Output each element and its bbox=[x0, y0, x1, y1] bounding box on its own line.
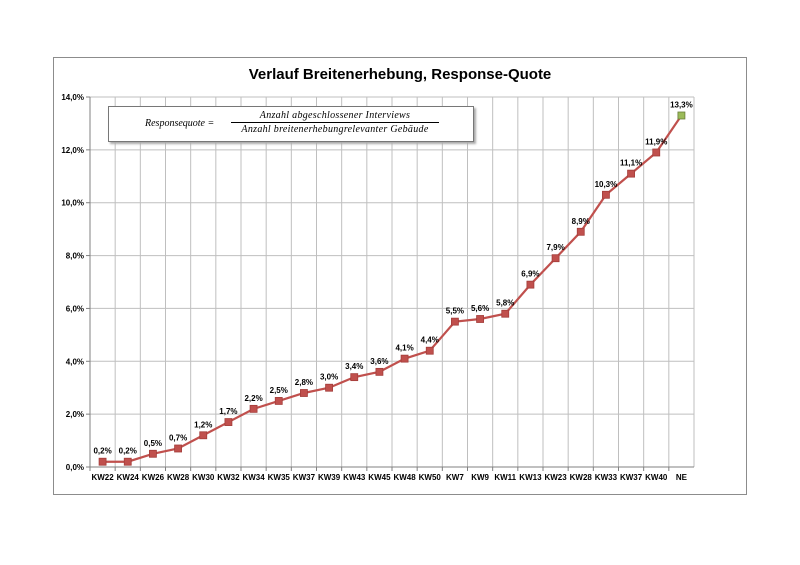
data-label: 0,2% bbox=[119, 447, 137, 456]
x-tick-label: KW40 bbox=[645, 473, 668, 482]
y-tick-label: 10,0% bbox=[61, 199, 84, 208]
data-label: 4,1% bbox=[395, 344, 413, 353]
data-label: 11,1% bbox=[620, 159, 642, 168]
x-tick-label: KW43 bbox=[343, 473, 366, 482]
data-point-marker bbox=[526, 280, 535, 289]
chart-title: Verlauf Breitenerhebung, Response-Quote bbox=[248, 66, 552, 83]
x-tick-label: KW22 bbox=[91, 473, 114, 482]
formula-denominator: Anzahl breitenerhebungrelevanter Gebäude bbox=[241, 124, 429, 135]
x-tick-label: KW35 bbox=[268, 473, 291, 482]
x-tick-label: KW28 bbox=[570, 473, 593, 482]
data-label: 1,7% bbox=[219, 407, 237, 416]
data-label: 0,5% bbox=[144, 439, 162, 448]
data-label: 11,9% bbox=[645, 138, 667, 147]
formula-numerator: Anzahl abgeschlossener Interviews bbox=[231, 110, 439, 123]
data-point-marker bbox=[199, 431, 208, 440]
data-point-marker bbox=[551, 254, 560, 263]
x-tick-label: KW37 bbox=[620, 473, 643, 482]
x-tick-label: KW39 bbox=[318, 473, 341, 482]
x-tick-label: KW26 bbox=[142, 473, 165, 482]
data-point-marker bbox=[400, 354, 409, 363]
data-point-marker bbox=[224, 418, 233, 426]
y-tick-label: 0,0% bbox=[66, 463, 84, 472]
x-tick-label: KW7 bbox=[446, 473, 464, 482]
data-point-marker bbox=[350, 373, 359, 382]
data-point-marker bbox=[576, 227, 585, 236]
data-point-marker bbox=[677, 111, 686, 120]
data-point-marker bbox=[98, 457, 107, 466]
data-label: 1,2% bbox=[194, 420, 212, 429]
data-label: 5,8% bbox=[496, 299, 514, 308]
data-label: 0,2% bbox=[93, 447, 111, 456]
data-point-marker bbox=[325, 383, 333, 392]
data-label: 7,9% bbox=[546, 243, 564, 252]
formula-fraction: Anzahl abgeschlossener Interviews Anzahl… bbox=[231, 110, 439, 135]
data-point-marker bbox=[652, 148, 661, 157]
data-label: 2,2% bbox=[244, 394, 262, 403]
x-tick-label: KW9 bbox=[471, 473, 489, 482]
x-tick-label: KW48 bbox=[393, 473, 416, 482]
formula-lhs: Responsequote = bbox=[145, 118, 215, 129]
data-point-marker bbox=[627, 169, 635, 178]
data-point-marker bbox=[300, 389, 308, 397]
data-point-marker bbox=[501, 309, 510, 318]
x-tick-label: KW34 bbox=[242, 473, 265, 482]
data-point-marker bbox=[149, 449, 157, 458]
data-point-marker bbox=[476, 315, 484, 323]
formula-annotation: Responsequote = Anzahl abgeschlossener I… bbox=[108, 106, 474, 142]
y-tick-label: 8,0% bbox=[66, 252, 84, 261]
data-point-marker bbox=[274, 397, 283, 405]
x-tick-label: KW45 bbox=[368, 473, 391, 482]
data-point-marker bbox=[451, 317, 459, 326]
data-point-marker bbox=[123, 457, 132, 466]
data-label: 5,6% bbox=[471, 304, 489, 313]
y-tick-label: 6,0% bbox=[66, 304, 84, 313]
data-label: 3,4% bbox=[345, 362, 363, 371]
data-label: 10,3% bbox=[595, 180, 618, 189]
data-label: 2,5% bbox=[270, 386, 288, 395]
x-tick-label: KW33 bbox=[595, 473, 618, 482]
data-label: 5,5% bbox=[446, 307, 464, 316]
data-label: 13,3% bbox=[670, 101, 693, 110]
x-tick-label: KW30 bbox=[192, 473, 215, 482]
x-tick-label: KW23 bbox=[544, 473, 567, 482]
data-label: 6,9% bbox=[521, 270, 539, 279]
data-label: 3,6% bbox=[370, 357, 388, 366]
data-label: 3,0% bbox=[320, 373, 338, 382]
y-tick-label: 14,0% bbox=[61, 93, 84, 102]
data-point-marker bbox=[602, 190, 610, 199]
x-tick-label: NE bbox=[676, 473, 688, 482]
y-tick-label: 2,0% bbox=[66, 410, 84, 419]
x-tick-label: KW37 bbox=[293, 473, 316, 482]
data-label: 4,4% bbox=[421, 336, 439, 345]
x-tick-label: KW13 bbox=[519, 473, 542, 482]
data-label: 0,7% bbox=[169, 434, 187, 443]
y-tick-label: 12,0% bbox=[61, 146, 84, 155]
x-tick-label: KW50 bbox=[419, 473, 442, 482]
series-line bbox=[102, 114, 683, 463]
data-point-marker bbox=[375, 367, 384, 376]
data-point-marker bbox=[249, 404, 258, 413]
data-label: 8,9% bbox=[572, 217, 590, 226]
x-tick-label: KW32 bbox=[217, 473, 240, 482]
data-point-marker bbox=[174, 444, 182, 453]
data-label: 2,8% bbox=[295, 378, 313, 387]
y-tick-label: 4,0% bbox=[66, 357, 84, 366]
x-tick-label: KW11 bbox=[494, 473, 516, 482]
x-tick-label: KW24 bbox=[117, 473, 140, 482]
data-point-marker bbox=[425, 346, 434, 355]
x-tick-label: KW28 bbox=[167, 473, 190, 482]
